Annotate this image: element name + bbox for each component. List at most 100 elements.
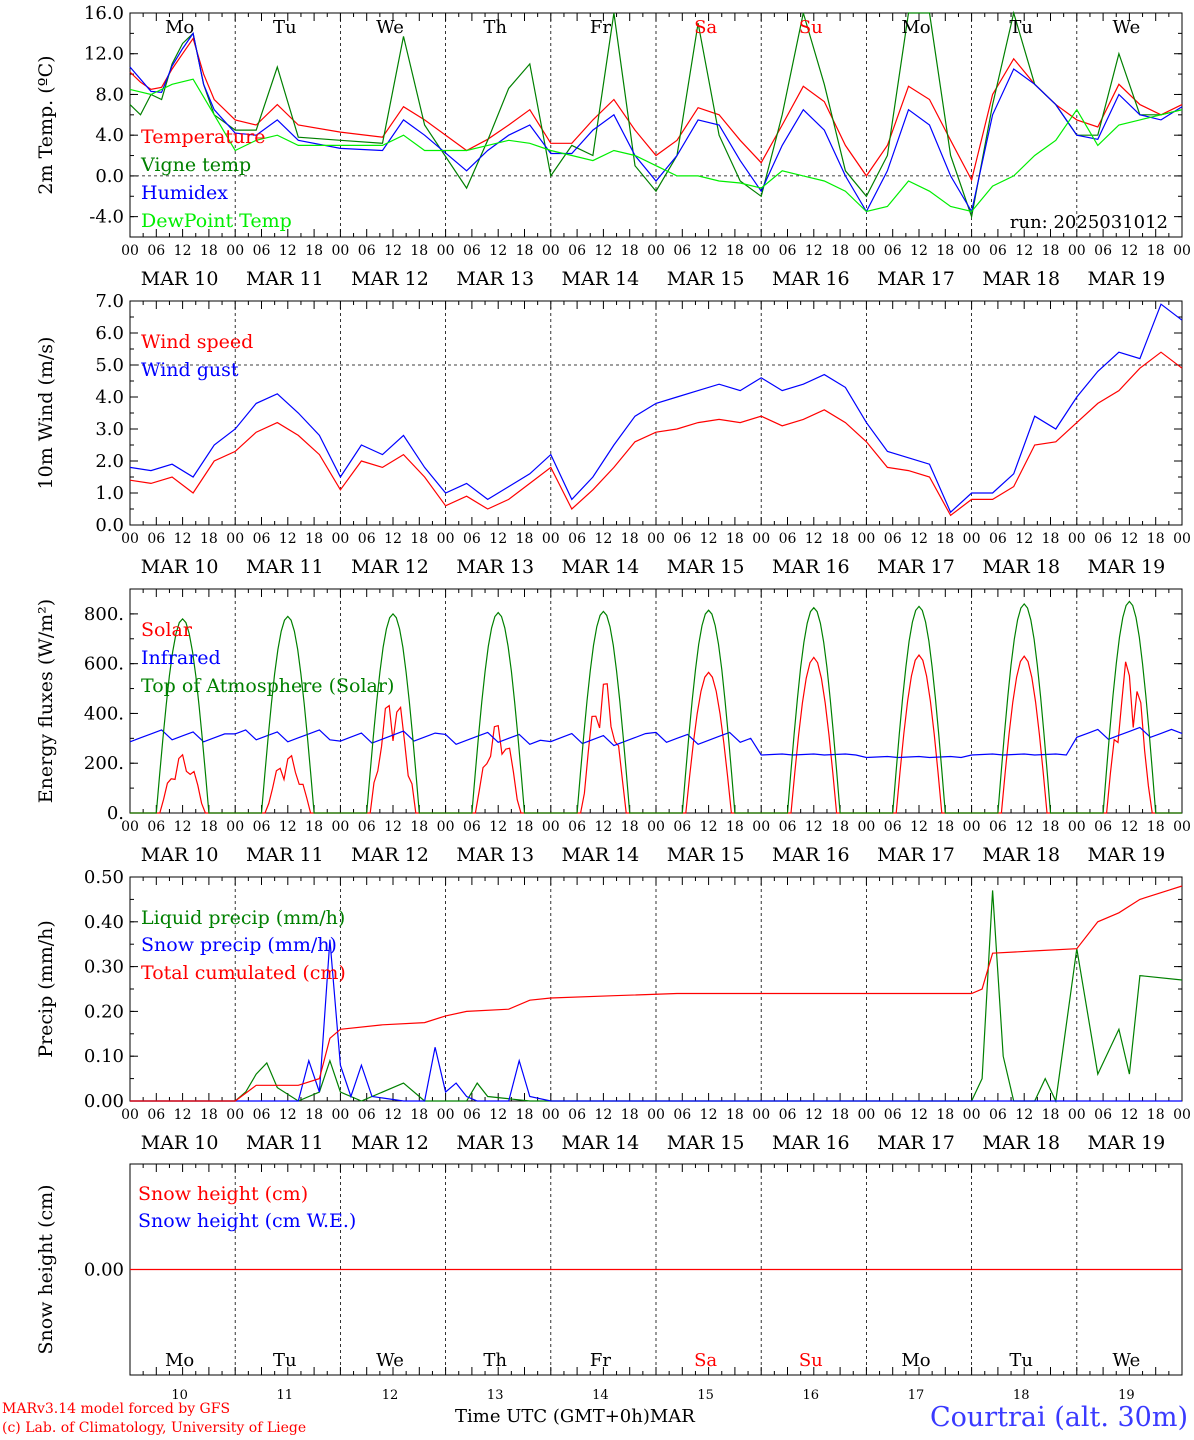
date-label: MAR 10	[141, 844, 219, 866]
series-line	[129, 351, 1183, 517]
hour-tick-label: 00	[1068, 1107, 1086, 1123]
day-number-label: 10	[171, 1388, 188, 1403]
hour-tick-label: 12	[1120, 1107, 1138, 1123]
hour-tick-label: 06	[147, 1107, 165, 1123]
date-label: MAR 11	[246, 556, 324, 578]
hour-tick-label: 12	[384, 819, 402, 835]
date-label: MAR 18	[982, 844, 1060, 866]
date-label: MAR 17	[877, 268, 955, 290]
series-line	[130, 600, 1182, 814]
y-axis-label: Precip (mm/h)	[35, 920, 57, 1058]
weekday-label: Su	[799, 17, 823, 38]
hour-tick-label: 12	[1120, 531, 1138, 547]
weekday-label: Fr	[590, 1350, 611, 1371]
date-label: MAR 14	[562, 1132, 640, 1154]
lab-credit: (c) Lab. of Climatology, University of L…	[2, 1420, 307, 1436]
weekday-label: Mo	[901, 1350, 930, 1371]
series-line	[130, 939, 1182, 1102]
day-number-label: 14	[592, 1388, 609, 1403]
hour-tick-label: 12	[279, 819, 297, 835]
legend-entry: Solar	[141, 619, 193, 641]
hour-tick-label: 18	[410, 243, 428, 259]
hour-tick-label: 18	[1042, 819, 1060, 835]
hour-tick-label: 00	[963, 1107, 981, 1123]
series-line	[129, 303, 1183, 514]
series-line	[129, 726, 1183, 759]
hour-tick-label: 12	[174, 1107, 192, 1123]
hour-tick-label: 18	[936, 1107, 954, 1123]
date-label: MAR 12	[351, 556, 429, 578]
date-label: MAR 10	[141, 1132, 219, 1154]
day-number-label: 15	[697, 1388, 714, 1403]
hour-tick-label: 06	[1094, 1107, 1112, 1123]
hour-tick-label: 00	[331, 1107, 349, 1123]
legend-entry: Top of Atmosphere (Solar)	[141, 675, 394, 697]
hour-tick-label: 00	[331, 819, 349, 835]
day-number-label: 16	[803, 1388, 820, 1403]
hour-tick-label: 12	[700, 819, 718, 835]
y-tick-label: 0.00	[84, 1260, 124, 1281]
hour-tick-label: 18	[200, 819, 218, 835]
hour-tick-label: 00	[752, 1107, 770, 1123]
hour-tick-label: 06	[568, 1107, 586, 1123]
y-tick-label: 6.0	[95, 323, 124, 344]
day-number-label: 18	[1013, 1388, 1030, 1403]
hour-tick-label: 06	[884, 531, 902, 547]
date-label: MAR 10	[141, 556, 219, 578]
hour-tick-label: 18	[621, 819, 639, 835]
y-tick-label: 0.50	[84, 867, 124, 888]
hour-tick-label: 00	[226, 1107, 244, 1123]
hour-tick-label: 12	[700, 531, 718, 547]
date-label: MAR 13	[456, 844, 534, 866]
hour-tick-label: 12	[594, 819, 612, 835]
date-label: MAR 12	[351, 268, 429, 290]
hour-tick-label: 00	[1068, 531, 1086, 547]
hour-tick-label: 18	[831, 1107, 849, 1123]
y-tick-label: 0.00	[84, 1091, 124, 1112]
hour-tick-label: 12	[805, 531, 823, 547]
day-number-label: 11	[277, 1388, 294, 1403]
hour-tick-label: 00	[121, 819, 139, 835]
date-label: MAR 17	[877, 844, 955, 866]
date-label: MAR 19	[1088, 268, 1166, 290]
hour-tick-label: 06	[358, 819, 376, 835]
hour-tick-label: 12	[1120, 819, 1138, 835]
model-credit: MARv3.14 model forced by GFS	[2, 1401, 231, 1417]
legend-entry: Wind speed	[141, 331, 253, 353]
hour-tick-label: 12	[384, 1107, 402, 1123]
hour-tick-label: 18	[831, 819, 849, 835]
hour-tick-label: 00	[542, 819, 560, 835]
date-label: MAR 10	[141, 268, 219, 290]
hour-tick-label: 00	[542, 1107, 560, 1123]
hour-tick-label: 00	[647, 819, 665, 835]
hour-tick-label: 00	[752, 243, 770, 259]
hour-tick-label: 12	[1015, 243, 1033, 259]
hour-tick-label: 00	[1068, 243, 1086, 259]
date-label: MAR 15	[667, 844, 745, 866]
series-line	[130, 885, 1183, 1102]
hour-tick-label: 12	[489, 243, 507, 259]
hour-tick-label: 06	[463, 819, 481, 835]
hour-tick-label: 18	[621, 1107, 639, 1123]
hour-tick-label: 12	[594, 531, 612, 547]
hour-tick-label: 18	[1042, 243, 1060, 259]
hour-tick-label: 00	[647, 243, 665, 259]
hour-tick-label: 06	[463, 1107, 481, 1123]
hour-tick-label: 18	[305, 1107, 323, 1123]
time-axis-label: Time UTC (GMT+0h)MAR	[455, 1406, 695, 1427]
date-label: MAR 15	[667, 1132, 745, 1154]
y-tick-label: -4.0	[89, 207, 124, 228]
hour-tick-label: 18	[200, 1107, 218, 1123]
date-label: MAR 15	[667, 268, 745, 290]
date-label: MAR 19	[1088, 556, 1166, 578]
y-tick-label: 0.0	[95, 166, 124, 187]
day-number-label: 13	[487, 1388, 504, 1403]
hour-tick-label: 00	[1173, 243, 1191, 259]
hour-tick-label: 18	[936, 531, 954, 547]
y-tick-label: 16.0	[84, 3, 124, 24]
hour-tick-label: 18	[1147, 531, 1165, 547]
date-label: MAR 15	[667, 556, 745, 578]
weekday-label: Th	[483, 1350, 507, 1371]
hour-tick-label: 00	[121, 1107, 139, 1123]
